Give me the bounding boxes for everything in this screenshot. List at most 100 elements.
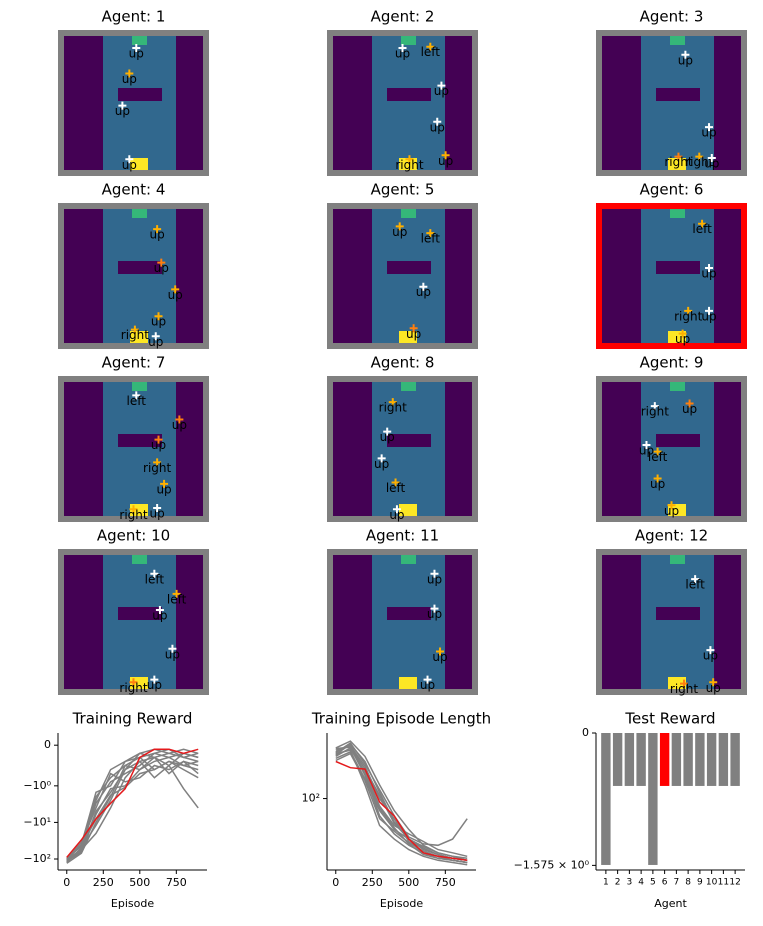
goal bbox=[670, 555, 685, 564]
wall-right bbox=[176, 555, 203, 689]
action-label: up bbox=[156, 482, 171, 496]
start bbox=[668, 677, 686, 689]
action-label: right bbox=[685, 155, 713, 169]
action-label: right bbox=[395, 158, 423, 172]
y-tick-label: −1.575 × 10⁰ bbox=[514, 858, 590, 871]
x-tick-label: 12 bbox=[729, 878, 740, 888]
series-line bbox=[66, 756, 199, 861]
corridor bbox=[641, 36, 714, 170]
agent-marker bbox=[409, 324, 418, 333]
agent-marker bbox=[153, 225, 162, 234]
panel-title: Agent: 6 bbox=[640, 181, 704, 199]
action-label: right bbox=[664, 155, 692, 169]
agent-marker bbox=[130, 325, 139, 334]
x-tick-label: 0 bbox=[63, 876, 70, 889]
wall-left bbox=[64, 209, 103, 343]
goal bbox=[401, 382, 416, 391]
action-label: up bbox=[430, 120, 445, 134]
action-label: up bbox=[395, 47, 410, 61]
agent-marker bbox=[160, 479, 169, 488]
bar bbox=[648, 733, 658, 865]
start bbox=[130, 331, 148, 343]
action-label: up bbox=[434, 84, 449, 98]
series-line bbox=[335, 743, 468, 864]
obstacle bbox=[387, 607, 431, 620]
action-label: right bbox=[670, 682, 698, 696]
bar bbox=[718, 733, 729, 786]
action-label: right bbox=[674, 309, 702, 323]
start bbox=[399, 677, 417, 689]
obstacle bbox=[656, 607, 700, 620]
agent-marker bbox=[175, 415, 184, 424]
action-label: right bbox=[119, 681, 147, 695]
agent-marker bbox=[667, 501, 676, 510]
obstacle bbox=[387, 88, 431, 101]
corridor bbox=[103, 555, 176, 689]
goal bbox=[132, 36, 147, 45]
action-label: up bbox=[701, 266, 716, 280]
agent-marker bbox=[398, 44, 407, 53]
series-line bbox=[335, 752, 468, 864]
action-label: up bbox=[151, 438, 166, 452]
bar bbox=[695, 733, 705, 786]
action-label: up bbox=[165, 647, 180, 661]
y-tick-label: 0 bbox=[582, 726, 589, 739]
series-line bbox=[66, 748, 199, 858]
corridor bbox=[103, 209, 176, 343]
wall-left bbox=[333, 36, 372, 170]
agent-marker bbox=[391, 478, 400, 487]
bar bbox=[683, 733, 693, 786]
panel-title: Agent: 8 bbox=[371, 354, 435, 372]
panel-title: Agent: 11 bbox=[366, 527, 439, 545]
action-label: right bbox=[379, 401, 407, 415]
series-line bbox=[66, 752, 199, 862]
y-tick-label: −10² bbox=[23, 852, 51, 865]
action-label: up bbox=[703, 649, 718, 663]
wall-right bbox=[445, 209, 472, 343]
agent-marker bbox=[383, 427, 392, 436]
panel-title: Agent: 3 bbox=[640, 8, 704, 26]
bar bbox=[659, 733, 670, 786]
action-label: left bbox=[648, 450, 668, 464]
agent-marker bbox=[118, 101, 127, 110]
action-label: up bbox=[704, 156, 719, 170]
corridor bbox=[641, 209, 714, 343]
wall-right bbox=[176, 36, 203, 170]
x-axis-label: Episode bbox=[111, 897, 154, 910]
y-tick-label: −10⁰ bbox=[23, 779, 51, 792]
bar bbox=[601, 733, 611, 865]
agent-marker bbox=[426, 42, 435, 51]
series-line bbox=[66, 752, 199, 862]
agent-marker bbox=[437, 81, 446, 90]
panel-title: Agent: 9 bbox=[640, 354, 704, 372]
x-tick-label: 2 bbox=[615, 878, 621, 888]
goal bbox=[670, 209, 685, 218]
action-label: up bbox=[639, 443, 654, 457]
wall-left bbox=[64, 382, 103, 516]
x-axis-label: Agent bbox=[654, 897, 687, 910]
agent-marker bbox=[132, 391, 141, 400]
agent-marker bbox=[650, 402, 659, 411]
action-label: up bbox=[150, 228, 165, 242]
agent-marker bbox=[433, 117, 442, 126]
wall-left bbox=[64, 555, 103, 689]
action-label: right bbox=[119, 508, 147, 522]
agent-marker bbox=[388, 398, 397, 407]
action-label: up bbox=[148, 335, 163, 349]
start bbox=[399, 158, 417, 170]
agent-marker bbox=[441, 151, 450, 160]
panel-title: Agent: 12 bbox=[635, 527, 708, 545]
action-label: right bbox=[641, 405, 669, 419]
bar bbox=[624, 733, 635, 786]
goal bbox=[670, 36, 685, 45]
corridor bbox=[372, 209, 445, 343]
wall-left bbox=[602, 36, 641, 170]
agent-marker bbox=[155, 605, 164, 614]
wall-left bbox=[602, 209, 641, 343]
action-label: up bbox=[152, 608, 167, 622]
corridor bbox=[641, 555, 714, 689]
action-label: up bbox=[420, 678, 435, 692]
agent-marker bbox=[405, 155, 414, 164]
series-line bbox=[66, 760, 199, 858]
